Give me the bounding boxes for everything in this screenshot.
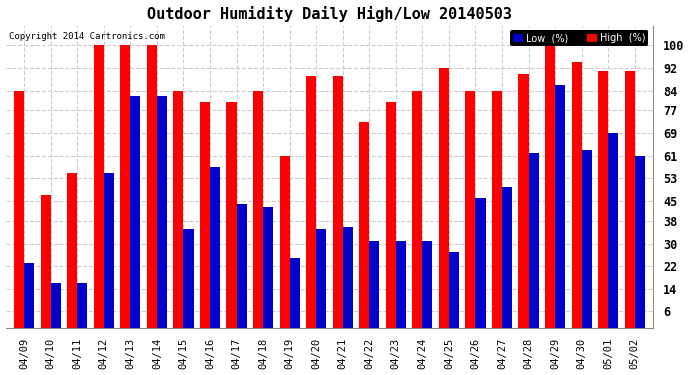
- Bar: [67, 173, 77, 328]
- Bar: [316, 230, 326, 328]
- Bar: [439, 68, 449, 328]
- Bar: [184, 230, 193, 328]
- Bar: [306, 76, 316, 328]
- Bar: [518, 74, 529, 328]
- Bar: [77, 283, 88, 328]
- Bar: [598, 71, 608, 328]
- Bar: [359, 122, 369, 328]
- Bar: [130, 96, 141, 328]
- Bar: [571, 62, 582, 328]
- Bar: [120, 45, 130, 328]
- Bar: [226, 102, 237, 328]
- Bar: [41, 195, 50, 328]
- Bar: [237, 204, 246, 328]
- Bar: [210, 167, 220, 328]
- Bar: [413, 91, 422, 328]
- Bar: [147, 45, 157, 328]
- Bar: [14, 91, 24, 328]
- Bar: [582, 150, 592, 328]
- Title: Outdoor Humidity Daily High/Low 20140503: Outdoor Humidity Daily High/Low 20140503: [147, 6, 512, 21]
- Bar: [475, 198, 486, 328]
- Bar: [465, 91, 475, 328]
- Bar: [635, 156, 645, 328]
- Bar: [422, 241, 433, 328]
- Bar: [157, 96, 167, 328]
- Bar: [200, 102, 210, 328]
- Bar: [386, 102, 396, 328]
- Bar: [555, 85, 565, 328]
- Bar: [173, 91, 184, 328]
- Bar: [529, 153, 539, 328]
- Bar: [545, 45, 555, 328]
- Bar: [279, 156, 290, 328]
- Bar: [396, 241, 406, 328]
- Bar: [492, 91, 502, 328]
- Bar: [94, 45, 104, 328]
- Bar: [253, 91, 263, 328]
- Bar: [333, 76, 343, 328]
- Bar: [290, 258, 299, 328]
- Bar: [263, 207, 273, 328]
- Bar: [369, 241, 380, 328]
- Text: Copyright 2014 Cartronics.com: Copyright 2014 Cartronics.com: [9, 32, 165, 40]
- Bar: [343, 226, 353, 328]
- Legend: Low  (%), High  (%): Low (%), High (%): [510, 30, 649, 46]
- Bar: [608, 133, 618, 328]
- Bar: [449, 252, 459, 328]
- Bar: [50, 283, 61, 328]
- Bar: [104, 173, 114, 328]
- Bar: [24, 263, 34, 328]
- Bar: [624, 71, 635, 328]
- Bar: [502, 187, 512, 328]
